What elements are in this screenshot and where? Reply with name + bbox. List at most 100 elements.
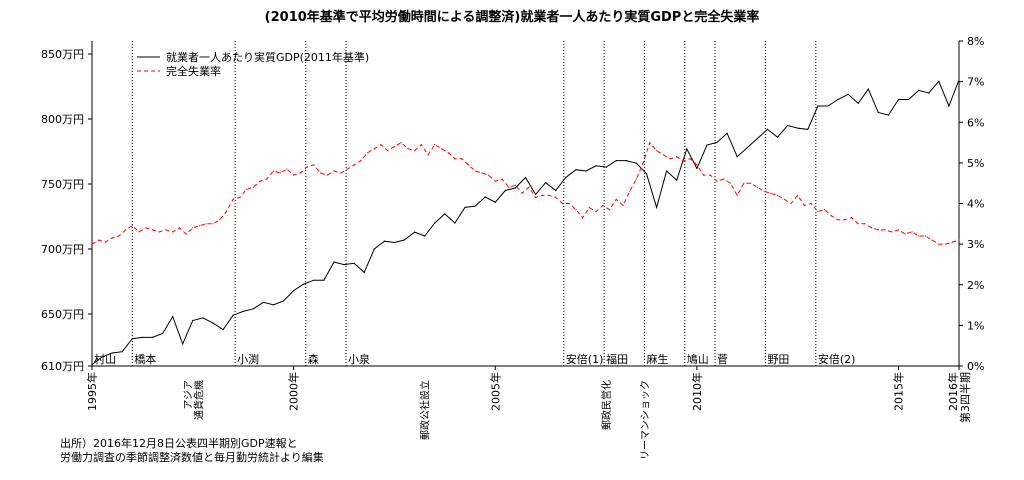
pm-label: 森 (308, 352, 319, 366)
unemployment-data-point (669, 158, 671, 160)
gdp-data-point (343, 264, 345, 266)
gdp-data-point (172, 316, 174, 318)
gdp-data-point (212, 322, 214, 324)
unemployment-data-point (729, 182, 732, 184)
pm-label: 小渕 (237, 352, 259, 366)
x-tick-label: 2016年 (946, 372, 960, 411)
gdp-data-point (908, 98, 910, 101)
gdp-data-point (686, 148, 688, 150)
unemployment-data-point (931, 239, 933, 241)
unemployment-data-point (346, 168, 348, 170)
gdp-data-point (666, 170, 668, 172)
event-label: 郵政公社設立 (419, 380, 432, 440)
gdp-data-point (625, 160, 627, 162)
unemployment-data-point (676, 156, 678, 158)
unemployment-data-point (125, 229, 127, 231)
unemployment-data-point (723, 178, 725, 180)
unemployment-data-point (803, 204, 806, 207)
unemployment-data-point (951, 241, 953, 243)
event-label: アジア (183, 380, 194, 410)
unemployment-data-point (958, 239, 960, 241)
gdp-series-line (91, 79, 960, 366)
unemployment-data-point (797, 194, 799, 196)
unemployment-data-point (306, 166, 308, 168)
unemployment-data-point (548, 194, 550, 196)
unemployment-data-point (514, 184, 517, 186)
gdp-data-point (797, 127, 799, 129)
gdp-data-point (222, 329, 224, 331)
unemployment-data-point (568, 202, 570, 205)
unemployment-data-point (440, 148, 443, 150)
unemployment-data-point (299, 172, 301, 174)
unemployment-data-point (776, 194, 779, 196)
unemployment-data-point (474, 170, 476, 172)
x-tick-label: 2010年 (690, 372, 704, 411)
gdp-data-point (958, 83, 960, 85)
unemployment-data-point (561, 202, 564, 205)
unemployment-data-point (830, 215, 832, 217)
unemployment-data-point (588, 207, 590, 209)
unemployment-data-point (427, 154, 429, 156)
unemployment-data-point (353, 164, 355, 166)
gdp-data-point (363, 271, 365, 273)
gdp-data-point (565, 176, 567, 179)
gdp-data-point (817, 105, 819, 107)
gdp-data-point (595, 165, 597, 167)
unemployment-data-point (494, 180, 496, 182)
unemployment-data-point (837, 219, 839, 221)
gdp-data-point (242, 310, 244, 312)
unemployment-data-point (864, 223, 866, 225)
gdp-data-point (403, 239, 406, 241)
unemployment-data-point (528, 186, 530, 188)
right-tick-label: 0% (967, 360, 984, 373)
gdp-data-point (323, 279, 325, 281)
unemployment-data-point (918, 235, 920, 237)
gdp-data-point (151, 336, 154, 338)
unemployment-data-point (138, 231, 140, 233)
gdp-data-point (887, 114, 890, 116)
chart-title: (2010年基準で平均労働時間による調整済)就業者一人あたり実質GDPと完全失業… (264, 10, 760, 25)
gdp-data-point (776, 136, 779, 138)
pm-label: 野田 (767, 353, 789, 366)
right-tick-label: 4% (967, 198, 984, 211)
legend-unemployment-label: 完全失業率 (166, 64, 221, 78)
unemployment-data-point (615, 198, 617, 200)
unemployment-data-point (877, 229, 880, 231)
unemployment-data-point (938, 243, 940, 245)
unemployment-data-point (884, 229, 886, 231)
unemployment-data-point (756, 186, 759, 188)
gdp-data-point (555, 189, 557, 192)
unemployment-data-point (709, 174, 711, 176)
unemployment-data-point (293, 174, 295, 176)
unemployment-data-point (198, 225, 201, 227)
unemployment-data-point (824, 209, 826, 211)
right-tick-label: 3% (967, 238, 984, 251)
gdp-data-point (121, 351, 123, 353)
unemployment-data-point (393, 146, 395, 148)
unemployment-data-point (387, 150, 389, 152)
gdp-data-point (252, 308, 254, 310)
unemployment-data-point (192, 227, 194, 229)
unemployment-data-point (239, 196, 241, 198)
gdp-data-point (726, 132, 728, 134)
gdp-data-point (514, 187, 517, 189)
unemployment-data-point (286, 168, 288, 170)
unemployment-data-point (716, 180, 718, 182)
gdp-data-point (575, 169, 577, 171)
gdp-data-point (111, 352, 113, 354)
unemployment-data-point (326, 174, 328, 176)
x-tick-label: 2005年 (488, 372, 502, 411)
unemployment-data-point (770, 192, 772, 194)
unemployment-data-point (602, 204, 604, 207)
unemployment-data-point (454, 158, 456, 160)
gdp-data-point (706, 144, 708, 146)
gdp-data-point (948, 105, 950, 107)
gdp-data-point (938, 80, 940, 82)
gdp-data-point (141, 336, 143, 338)
unemployment-data-point (790, 202, 792, 205)
unemployment-data-point (414, 150, 416, 152)
unemployment-data-point (682, 160, 685, 162)
unemployment-data-point (232, 198, 234, 200)
gdp-data-point (837, 98, 839, 101)
unemployment-data-point (407, 148, 409, 150)
